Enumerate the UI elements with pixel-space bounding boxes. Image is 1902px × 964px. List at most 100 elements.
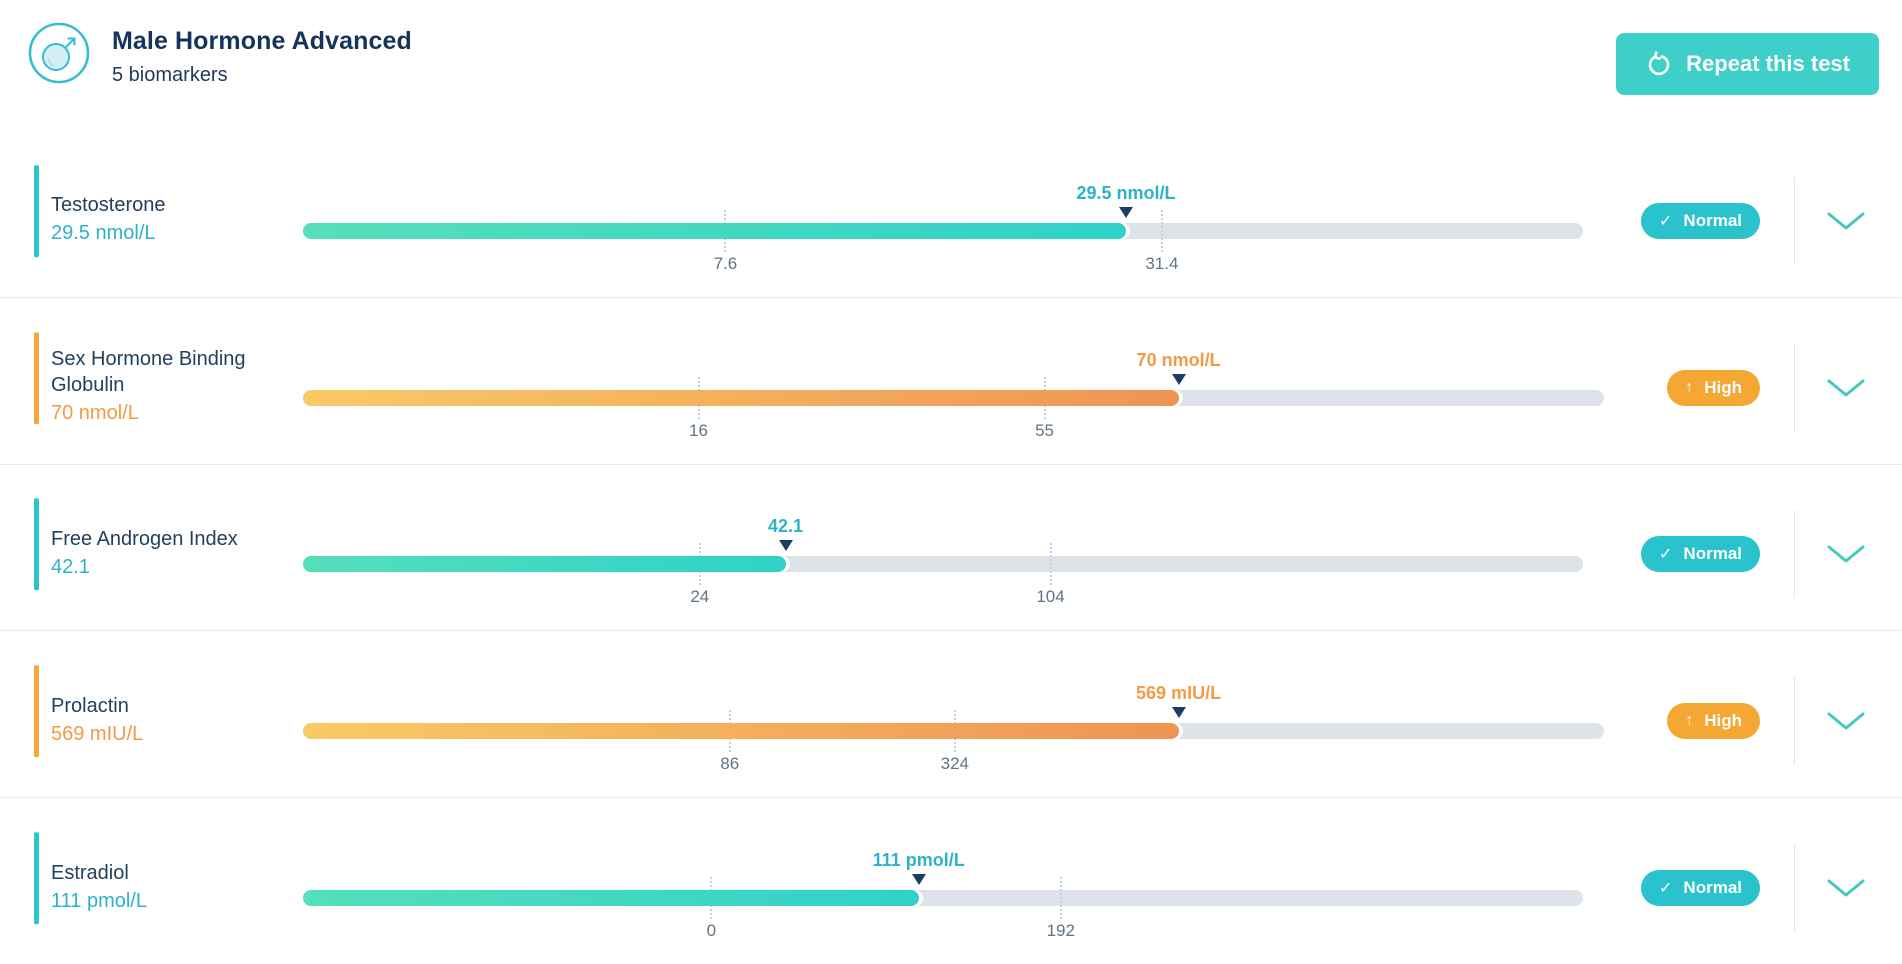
biomarker-row: Testosterone 29.5 nmol/L 29.5 nmol/L 7.6…: [0, 131, 1902, 298]
range-chart: 111 pmol/L 0 192: [287, 850, 1624, 940]
vertical-divider: [1794, 677, 1795, 766]
status-badge: ✓ Normal: [1641, 202, 1760, 239]
result-bar-fill: [303, 723, 1179, 740]
status-badge: ✓ Normal: [1641, 870, 1760, 907]
page-title: Male Hormone Advanced: [112, 27, 412, 55]
result-bar-fill: [303, 389, 1179, 406]
marker-value-label: 111 pmol/L: [872, 850, 965, 871]
biomarker-row: Prolactin 569 mIU/L 569 mIU/L 86 324 ↑ Hi…: [0, 631, 1902, 799]
chevron-down-icon[interactable]: [1825, 209, 1867, 233]
marker-value-label: 569 mIU/L: [1136, 683, 1222, 704]
check-icon: ✓: [1659, 880, 1673, 898]
tick-dotted-line: [1160, 209, 1163, 252]
status-badge: ↑ High: [1667, 369, 1760, 406]
biomarker-count: 5 biomarkers: [112, 64, 228, 86]
biomarker-list: Testosterone 29.5 nmol/L 29.5 nmol/L 7.6…: [0, 131, 1902, 964]
tick-label: 86: [720, 754, 740, 774]
biomarker-label-block: Sex Hormone Binding Globulin 70 nmol/L: [35, 346, 287, 425]
biomarker-label-block: Testosterone 29.5 nmol/L: [35, 192, 287, 245]
biomarker-value: 70 nmol/L: [51, 402, 139, 425]
marker-triangle-icon: [778, 540, 793, 552]
repeat-icon: [1645, 50, 1672, 78]
range-chart: 29.5 nmol/L 7.6 31.4: [287, 183, 1624, 273]
tick-dotted-line: [1059, 877, 1062, 920]
panel-header: Male Hormone Advanced 5 biomarkers Repea…: [0, 0, 1902, 131]
result-bar-fill: [303, 222, 1127, 239]
biomarker-name: Estradiol: [51, 861, 129, 884]
marker-triangle-icon: [911, 874, 926, 886]
range-track: 42.1 24 104: [303, 516, 1583, 606]
biomarker-value: 42.1: [51, 555, 90, 578]
biomarker-row: Sex Hormone Binding Globulin 70 nmol/L 7…: [0, 298, 1902, 465]
marker-triangle-icon: [1171, 373, 1186, 385]
marker-triangle-icon: [1119, 206, 1134, 218]
status-column: ↑ High: [1624, 677, 1867, 766]
chevron-down-icon[interactable]: [1825, 876, 1867, 900]
arrow-up-icon: ↑: [1685, 712, 1694, 730]
status-badge-label: High: [1704, 711, 1742, 731]
repeat-button-label: Repeat this test: [1686, 51, 1850, 76]
status-column: ✓ Normal: [1624, 510, 1867, 599]
result-bar-fill: [303, 556, 786, 573]
status-accent-bar: [34, 331, 39, 424]
biomarker-value: 569 mIU/L: [51, 722, 144, 745]
status-accent-bar: [34, 165, 39, 258]
panel-titles: Male Hormone Advanced 5 biomarkers: [112, 27, 412, 87]
status-column: ✓ Normal: [1624, 844, 1867, 933]
biomarker-label-block: Estradiol 111 pmol/L: [35, 860, 287, 913]
biomarker-name: Testosterone: [51, 194, 166, 217]
vertical-divider: [1794, 176, 1795, 265]
status-accent-bar: [34, 498, 39, 591]
biomarker-row: Free Androgen Index 42.1 42.1 24 104 ✓ No…: [0, 465, 1902, 632]
marker-value-label: 42.1: [768, 516, 804, 537]
marker-value-label: 70 nmol/L: [1136, 349, 1221, 370]
result-bar-fill: [303, 890, 919, 907]
range-chart: 569 mIU/L 86 324: [287, 683, 1624, 773]
status-badge-label: Normal: [1683, 544, 1742, 564]
tick-label: 55: [1035, 420, 1055, 440]
status-badge-label: Normal: [1683, 878, 1742, 898]
tick-label: 0: [706, 921, 717, 941]
biomarker-row: Estradiol 111 pmol/L 111 pmol/L 0 192 ✓ N…: [0, 798, 1902, 964]
biomarker-value: 29.5 nmol/L: [51, 222, 156, 245]
biomarker-name: Free Androgen Index: [51, 527, 238, 550]
vertical-divider: [1794, 343, 1795, 432]
chevron-down-icon[interactable]: [1825, 709, 1867, 733]
status-badge: ↑ High: [1667, 703, 1760, 740]
tick-label: 31.4: [1145, 253, 1179, 273]
biomarker-name: Sex Hormone Binding Globulin: [51, 348, 246, 397]
repeat-test-button[interactable]: Repeat this test: [1616, 33, 1879, 95]
biomarker-label-block: Prolactin 569 mIU/L: [35, 693, 287, 746]
status-column: ↑ High: [1624, 343, 1867, 432]
chevron-down-icon[interactable]: [1825, 376, 1867, 400]
status-accent-bar: [34, 665, 39, 758]
range-track: 29.5 nmol/L 7.6 31.4: [303, 183, 1583, 273]
male-symbol-icon: [27, 21, 91, 85]
range-chart: 42.1 24 104: [287, 516, 1624, 606]
range-track: 70 nmol/L 16 55: [303, 350, 1604, 440]
status-badge-label: Normal: [1683, 210, 1742, 230]
marker-value-label: 29.5 nmol/L: [1076, 182, 1176, 203]
range-track: 111 pmol/L 0 192: [303, 850, 1583, 940]
status-badge-label: High: [1704, 377, 1742, 397]
vertical-divider: [1794, 510, 1795, 599]
biomarker-value: 111 pmol/L: [51, 889, 147, 912]
biomarker-label-block: Free Androgen Index 42.1: [35, 526, 287, 579]
chevron-down-icon[interactable]: [1825, 542, 1867, 566]
status-column: ✓ Normal: [1624, 176, 1867, 265]
tick-label: 16: [689, 420, 708, 440]
check-icon: ✓: [1659, 546, 1673, 564]
tick-label: 104: [1036, 587, 1065, 607]
status-accent-bar: [34, 832, 39, 925]
tick-dotted-line: [1049, 543, 1052, 586]
tick-label: 24: [690, 587, 710, 607]
status-badge: ✓ Normal: [1641, 536, 1760, 573]
biomarker-name: Prolactin: [51, 694, 129, 717]
range-chart: 70 nmol/L 16 55: [287, 350, 1624, 440]
arrow-up-icon: ↑: [1685, 378, 1694, 396]
range-track: 569 mIU/L 86 324: [303, 683, 1604, 773]
check-icon: ✓: [1659, 212, 1673, 230]
marker-triangle-icon: [1171, 707, 1186, 719]
tick-label: 324: [940, 754, 969, 774]
tick-label: 192: [1046, 921, 1075, 941]
